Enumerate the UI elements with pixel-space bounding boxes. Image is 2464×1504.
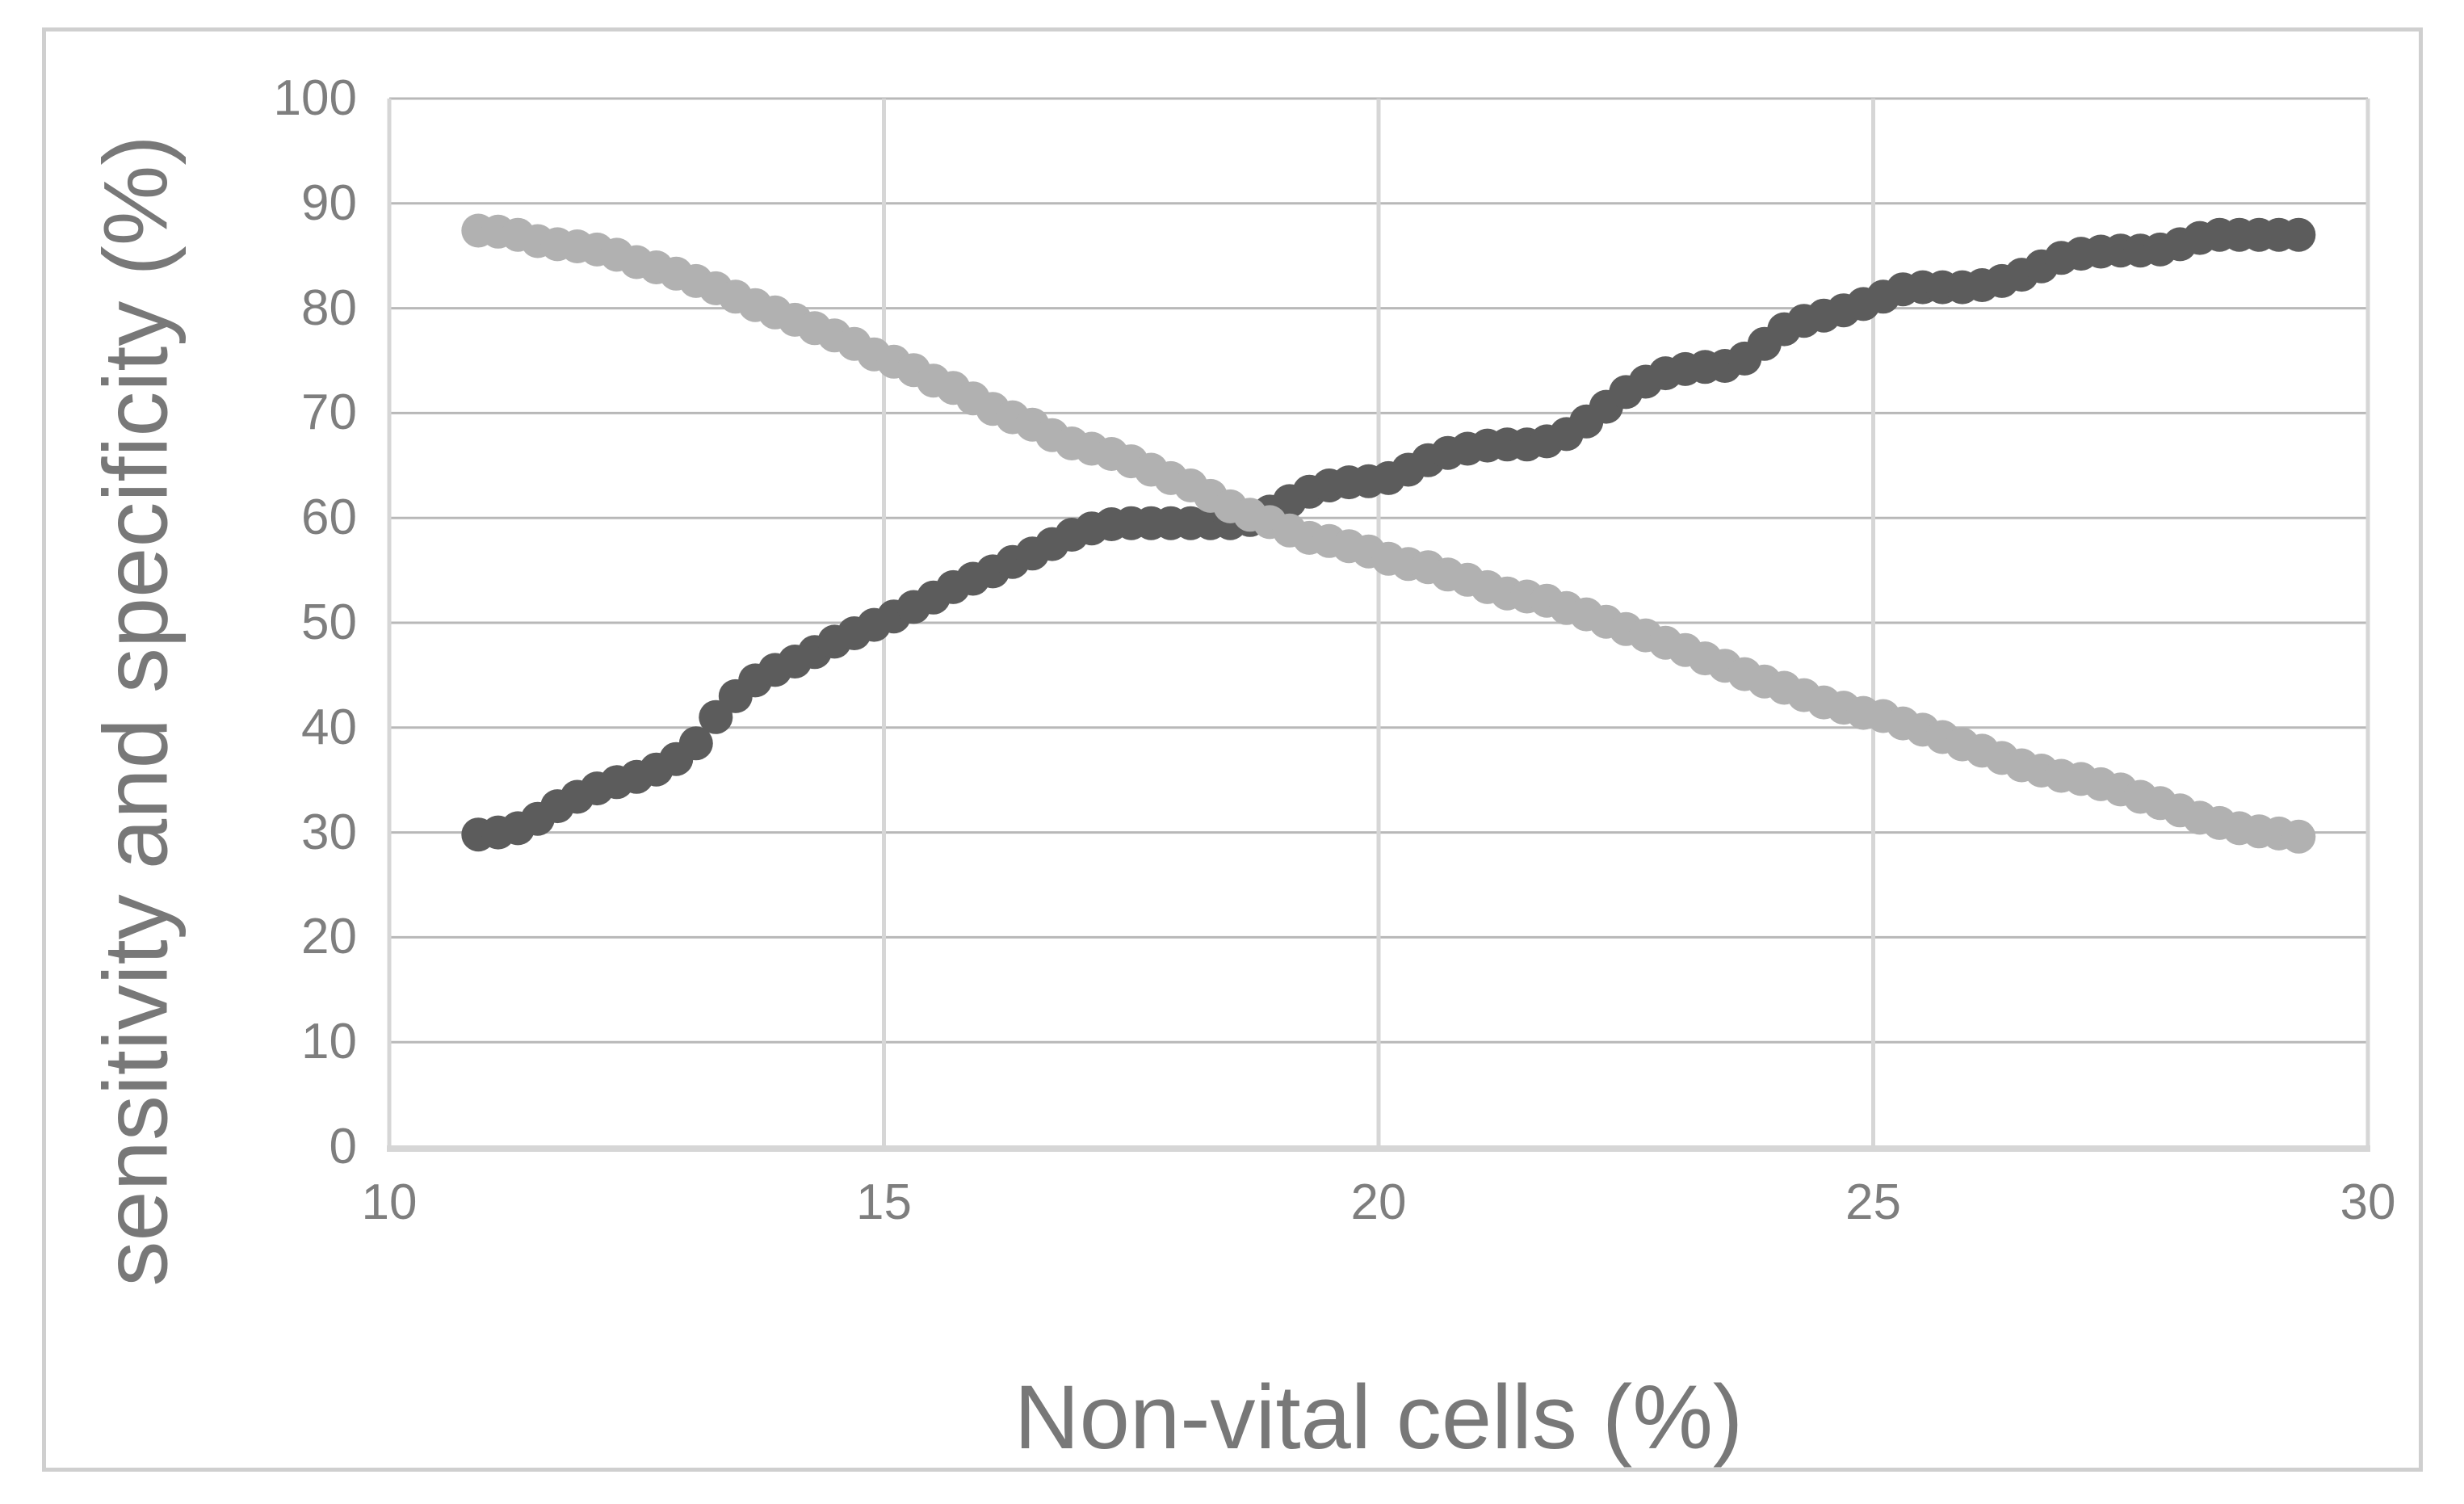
y-tick-label: 70 [301, 384, 357, 441]
x-tick-label: 25 [1845, 1174, 1901, 1230]
y-axis-title: sensitivity and specificity (%) [85, 135, 187, 1287]
y-tick-label: 30 [301, 804, 357, 860]
specificity-series [461, 213, 2316, 854]
y-tick-label: 90 [301, 174, 357, 231]
y-tick-label: 50 [301, 594, 357, 650]
y-tick-label: 100 [273, 70, 357, 126]
x-tick-label: 10 [361, 1174, 418, 1230]
y-tick-label: 40 [301, 699, 357, 755]
y-tick-label: 10 [301, 1014, 357, 1070]
sensitivity-series [461, 217, 2316, 852]
y-tick-label: 60 [301, 489, 357, 546]
specificity-marker [2281, 819, 2316, 854]
y-tick-label: 20 [301, 909, 357, 965]
sensitivity-marker [678, 726, 713, 761]
y-tick-label: 0 [329, 1119, 357, 1174]
gridlines [387, 97, 2370, 1152]
x-tick-label: 15 [856, 1174, 912, 1230]
sensitivity-marker [2281, 217, 2316, 252]
x-tick-label: 30 [2340, 1174, 2396, 1230]
x-tick-label: 20 [1350, 1174, 1407, 1230]
y-tick-label: 80 [301, 279, 357, 336]
x-axis-title: Non-vital cells (%) [1014, 1367, 1744, 1468]
